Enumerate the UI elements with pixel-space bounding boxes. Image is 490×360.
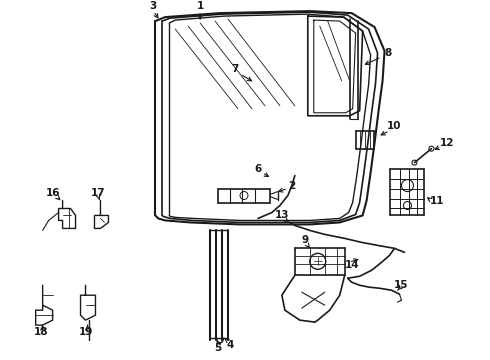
Text: 4: 4 xyxy=(226,340,234,350)
Text: 17: 17 xyxy=(91,188,106,198)
Text: 14: 14 xyxy=(344,260,359,270)
Text: 10: 10 xyxy=(387,121,402,131)
Text: 3: 3 xyxy=(149,1,157,11)
Text: 19: 19 xyxy=(78,327,93,337)
Text: 15: 15 xyxy=(394,280,409,290)
Text: 9: 9 xyxy=(301,235,308,246)
Text: 2: 2 xyxy=(288,181,295,190)
Text: 18: 18 xyxy=(33,327,48,337)
Text: 1: 1 xyxy=(196,1,204,11)
Text: 16: 16 xyxy=(46,188,60,198)
Text: 6: 6 xyxy=(254,163,262,174)
Text: 5: 5 xyxy=(215,343,221,353)
Text: 8: 8 xyxy=(384,48,391,58)
Text: 13: 13 xyxy=(274,211,289,220)
Text: 11: 11 xyxy=(430,195,444,206)
Text: 12: 12 xyxy=(440,138,455,148)
Text: 7: 7 xyxy=(231,64,239,74)
